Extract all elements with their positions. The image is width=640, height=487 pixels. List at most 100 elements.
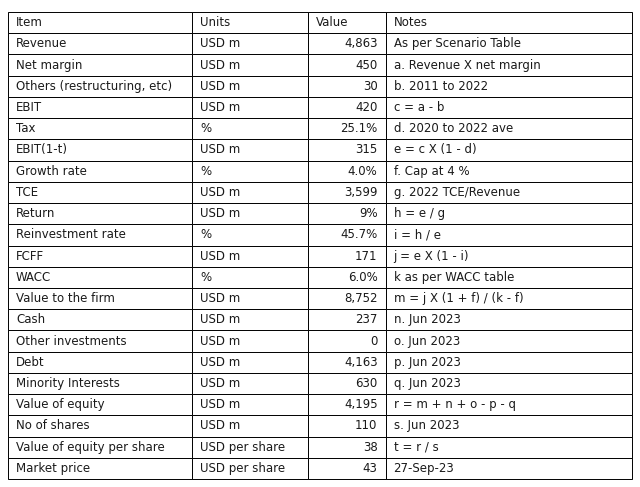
Bar (385, 182, 632, 203)
Text: n. Jun 2023: n. Jun 2023 (394, 313, 460, 326)
Text: Minority Interests: Minority Interests (16, 377, 120, 390)
Bar (192, 161, 308, 182)
Bar (308, 139, 385, 161)
Text: 27-Sep-23: 27-Sep-23 (394, 462, 454, 475)
Text: USD m: USD m (200, 292, 241, 305)
Bar (192, 352, 308, 373)
Text: t = r / s: t = r / s (394, 441, 438, 454)
Text: Growth rate: Growth rate (16, 165, 87, 178)
Bar (192, 245, 308, 267)
Text: %: % (200, 165, 211, 178)
Text: Units: Units (200, 16, 230, 29)
Text: f. Cap at 4 %: f. Cap at 4 % (394, 165, 469, 178)
Bar (308, 288, 385, 309)
Bar (8, 97, 192, 118)
Bar (308, 75, 385, 97)
Bar (385, 55, 632, 75)
Bar (308, 458, 385, 479)
Bar (192, 12, 308, 33)
Bar (308, 203, 385, 225)
Text: USD m: USD m (200, 377, 241, 390)
Bar (308, 394, 385, 415)
Text: USD m: USD m (200, 144, 241, 156)
Bar (385, 458, 632, 479)
Bar (8, 118, 192, 139)
Bar (385, 436, 632, 458)
Bar (192, 225, 308, 245)
Bar (385, 161, 632, 182)
Text: Tax: Tax (16, 122, 35, 135)
Text: 30: 30 (363, 80, 378, 93)
Text: p. Jun 2023: p. Jun 2023 (394, 356, 460, 369)
Text: %: % (200, 228, 211, 242)
Text: 630: 630 (355, 377, 378, 390)
Bar (192, 75, 308, 97)
Text: USD m: USD m (200, 250, 241, 262)
Bar (385, 225, 632, 245)
Bar (385, 352, 632, 373)
Text: 4,163: 4,163 (344, 356, 378, 369)
Bar (192, 330, 308, 352)
Text: Revenue: Revenue (16, 37, 67, 50)
Text: 25.1%: 25.1% (340, 122, 378, 135)
Bar (8, 288, 192, 309)
Bar (385, 203, 632, 225)
Bar (8, 139, 192, 161)
Bar (385, 75, 632, 97)
Text: Value of equity: Value of equity (16, 398, 104, 411)
Text: 8,752: 8,752 (344, 292, 378, 305)
Bar (8, 55, 192, 75)
Bar (192, 118, 308, 139)
Bar (8, 458, 192, 479)
Bar (8, 309, 192, 330)
Text: USD m: USD m (200, 356, 241, 369)
Bar (385, 330, 632, 352)
Bar (192, 267, 308, 288)
Text: Other investments: Other investments (16, 335, 127, 348)
Text: %: % (200, 271, 211, 284)
Text: USD m: USD m (200, 58, 241, 72)
Bar (192, 55, 308, 75)
Text: 45.7%: 45.7% (340, 228, 378, 242)
Bar (308, 436, 385, 458)
Bar (8, 245, 192, 267)
Text: o. Jun 2023: o. Jun 2023 (394, 335, 460, 348)
Bar (385, 245, 632, 267)
Text: USD m: USD m (200, 335, 241, 348)
Bar (385, 267, 632, 288)
Bar (385, 12, 632, 33)
Bar (8, 225, 192, 245)
Text: 315: 315 (355, 144, 378, 156)
Bar (8, 373, 192, 394)
Text: e = c X (1 - d): e = c X (1 - d) (394, 144, 476, 156)
Text: 6.0%: 6.0% (348, 271, 378, 284)
Bar (192, 373, 308, 394)
Text: Value of equity per share: Value of equity per share (16, 441, 164, 454)
Text: EBIT(1-t): EBIT(1-t) (16, 144, 68, 156)
Text: 237: 237 (355, 313, 378, 326)
Text: Notes: Notes (394, 16, 428, 29)
Bar (192, 182, 308, 203)
Bar (308, 33, 385, 55)
Text: r = m + n + o - p - q: r = m + n + o - p - q (394, 398, 516, 411)
Text: 4.0%: 4.0% (348, 165, 378, 178)
Text: EBIT: EBIT (16, 101, 42, 114)
Text: 450: 450 (355, 58, 378, 72)
Text: 9%: 9% (359, 207, 378, 220)
Bar (308, 225, 385, 245)
Text: 43: 43 (363, 462, 378, 475)
Bar (8, 12, 192, 33)
Bar (192, 33, 308, 55)
Text: FCFF: FCFF (16, 250, 44, 262)
Bar (385, 309, 632, 330)
Bar (308, 373, 385, 394)
Text: Value: Value (316, 16, 348, 29)
Bar (308, 12, 385, 33)
Bar (308, 118, 385, 139)
Bar (8, 330, 192, 352)
Bar (192, 309, 308, 330)
Bar (8, 33, 192, 55)
Bar (308, 182, 385, 203)
Bar (385, 415, 632, 436)
Text: Reinvestment rate: Reinvestment rate (16, 228, 126, 242)
